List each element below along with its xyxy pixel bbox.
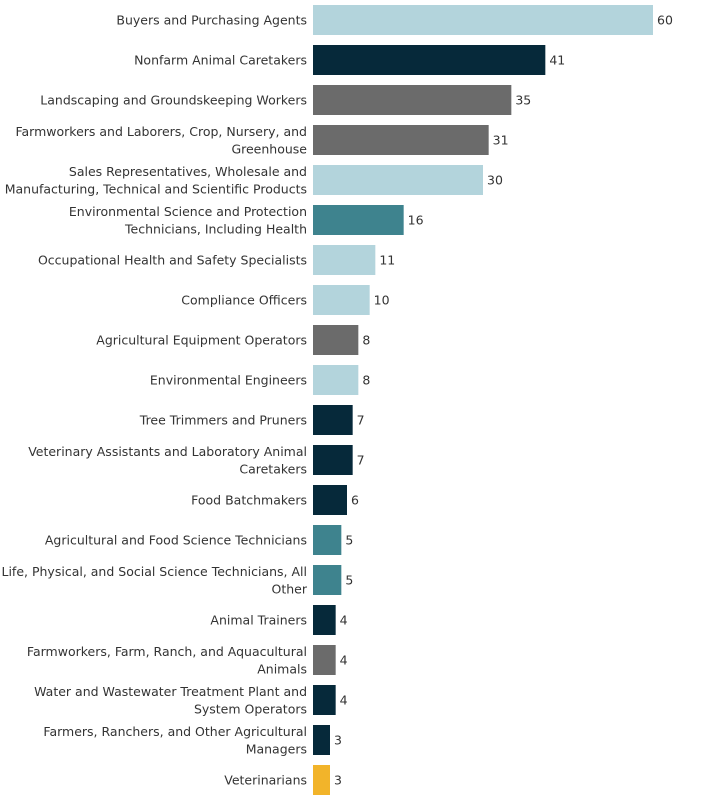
- bar[interactable]: [313, 45, 546, 75]
- value-label: 16: [408, 213, 424, 228]
- category-label-line: Greenhouse: [231, 141, 307, 156]
- category-label-line: Technicians, Including Health: [124, 221, 307, 236]
- value-label: 3: [334, 733, 342, 748]
- value-label: 4: [340, 693, 348, 708]
- category-label-line: Buyers and Purchasing Agents: [116, 13, 307, 28]
- value-label: 3: [334, 773, 342, 788]
- category-label-line: Farmworkers, Farm, Ranch, and Aquacultur…: [27, 644, 307, 659]
- category-label-line: Managers: [246, 741, 307, 756]
- bar[interactable]: [313, 365, 359, 395]
- category-label: Agricultural and Food Science Technician…: [45, 533, 307, 548]
- category-label-line: Other: [272, 581, 308, 596]
- bar[interactable]: [313, 645, 336, 675]
- category-label-line: Occupational Health and Safety Specialis…: [38, 253, 307, 268]
- category-label-line: Veterinarians: [224, 773, 307, 788]
- category-label: Sales Representatives, Wholesale and Manu…: [5, 164, 307, 197]
- category-label-line: Agricultural Equipment Operators: [96, 333, 307, 348]
- category-label-line: Animals: [257, 661, 307, 676]
- value-label: 6: [351, 493, 359, 508]
- category-label: Farmers, Ranchers, and Other Agricultura…: [43, 724, 307, 757]
- bar[interactable]: [313, 765, 330, 795]
- category-label: Compliance Officers: [181, 293, 307, 308]
- category-label: Farmworkers, Farm, Ranch, and Aquacultur…: [27, 644, 307, 677]
- category-label-line: Manufacturing, Technical and Scientific …: [5, 181, 307, 196]
- value-label: 11: [379, 253, 395, 268]
- value-label: 60: [657, 13, 673, 28]
- category-label-line: Veterinary Assistants and Laboratory Ani…: [28, 444, 307, 459]
- bar[interactable]: [313, 525, 342, 555]
- value-label: 31: [493, 133, 509, 148]
- category-label-line: Environmental Science and Protection: [69, 204, 307, 219]
- category-label: Life, Physical, and Social Science Techn…: [2, 564, 308, 597]
- value-label: 10: [374, 293, 390, 308]
- value-label: 5: [345, 533, 353, 548]
- bar[interactable]: [313, 485, 347, 515]
- value-label: 4: [340, 613, 348, 628]
- category-label-line: Agricultural and Food Science Technician…: [45, 533, 307, 548]
- category-label-line: Sales Representatives, Wholesale and: [69, 164, 307, 179]
- bar[interactable]: [313, 285, 370, 315]
- value-label: 41: [549, 53, 565, 68]
- category-label-line: Landscaping and Groundskeeping Workers: [40, 93, 307, 108]
- category-label-line: Compliance Officers: [181, 293, 307, 308]
- category-label: Occupational Health and Safety Specialis…: [38, 253, 307, 268]
- value-label: 8: [362, 373, 370, 388]
- value-label: 4: [340, 653, 348, 668]
- category-label: Tree Trimmers and Pruners: [139, 413, 307, 428]
- category-label-line: Environmental Engineers: [150, 373, 307, 388]
- bar[interactable]: [313, 725, 330, 755]
- value-labels-layer: 60 41 35 31 30 16 11 10 8 8 7 7 6 5 5 4 4 4 3 3: [334, 13, 673, 788]
- bar[interactable]: [313, 5, 653, 35]
- category-label-line: Tree Trimmers and Pruners: [139, 413, 307, 428]
- bar[interactable]: [313, 605, 336, 635]
- category-label-line: Water and Wastewater Treatment Plant and: [34, 684, 307, 699]
- category-label: Nonfarm Animal Caretakers: [134, 53, 307, 68]
- bar[interactable]: [313, 165, 483, 195]
- category-label: Farmworkers and Laborers, Crop, Nursery,…: [15, 124, 307, 157]
- category-label: Environmental Science and Protection Tech…: [69, 204, 307, 237]
- category-label-line: System Operators: [194, 701, 307, 716]
- category-label: Landscaping and Groundskeeping Workers: [40, 93, 307, 108]
- bar[interactable]: [313, 125, 489, 155]
- bar[interactable]: [313, 405, 353, 435]
- category-label-line: Farmworkers and Laborers, Crop, Nursery,…: [15, 124, 307, 139]
- category-label: Veterinary Assistants and Laboratory Ani…: [28, 444, 307, 477]
- category-label-line: Animal Trainers: [210, 613, 307, 628]
- category-label-line: Farmers, Ranchers, and Other Agricultura…: [43, 724, 307, 739]
- value-label: 35: [515, 93, 531, 108]
- bar[interactable]: [313, 325, 359, 355]
- category-label-line: Food Batchmakers: [191, 493, 307, 508]
- bar[interactable]: [313, 685, 336, 715]
- value-label: 7: [357, 453, 365, 468]
- bar[interactable]: [313, 245, 376, 275]
- category-label: Veterinarians: [224, 773, 307, 788]
- category-label: Environmental Engineers: [150, 373, 307, 388]
- bars-layer: [313, 5, 653, 795]
- category-label-line: Life, Physical, and Social Science Techn…: [2, 564, 308, 579]
- category-label-line: Nonfarm Animal Caretakers: [134, 53, 307, 68]
- bar[interactable]: [313, 85, 512, 115]
- category-label: Animal Trainers: [210, 613, 307, 628]
- bar[interactable]: [313, 565, 342, 595]
- category-label-line: Caretakers: [239, 461, 307, 476]
- category-label: Buyers and Purchasing Agents: [116, 13, 307, 28]
- value-label: 30: [487, 173, 503, 188]
- category-label: Water and Wastewater Treatment Plant and…: [34, 684, 307, 717]
- category-labels-layer: Buyers and Purchasing Agents Nonfarm Anim…: [2, 13, 308, 788]
- bar[interactable]: [313, 205, 404, 235]
- value-label: 5: [345, 573, 353, 588]
- category-label: Food Batchmakers: [191, 493, 307, 508]
- value-label: 7: [357, 413, 365, 428]
- category-label: Agricultural Equipment Operators: [96, 333, 307, 348]
- value-label: 8: [362, 333, 370, 348]
- bar[interactable]: [313, 445, 353, 475]
